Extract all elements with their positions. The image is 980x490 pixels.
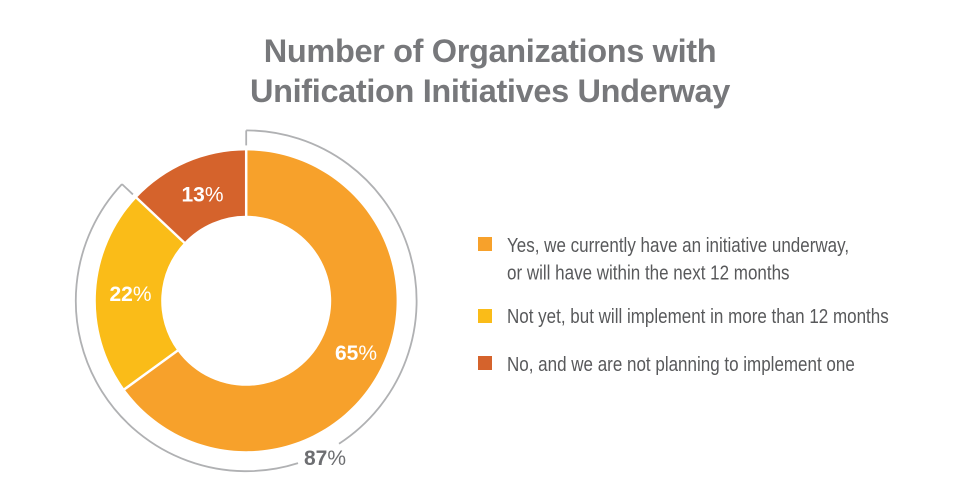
svg-text:87%: 87% [304,447,346,470]
svg-text:13%: 13% [182,184,224,207]
svg-text:65%: 65% [335,342,377,365]
svg-text:22%: 22% [110,283,152,306]
